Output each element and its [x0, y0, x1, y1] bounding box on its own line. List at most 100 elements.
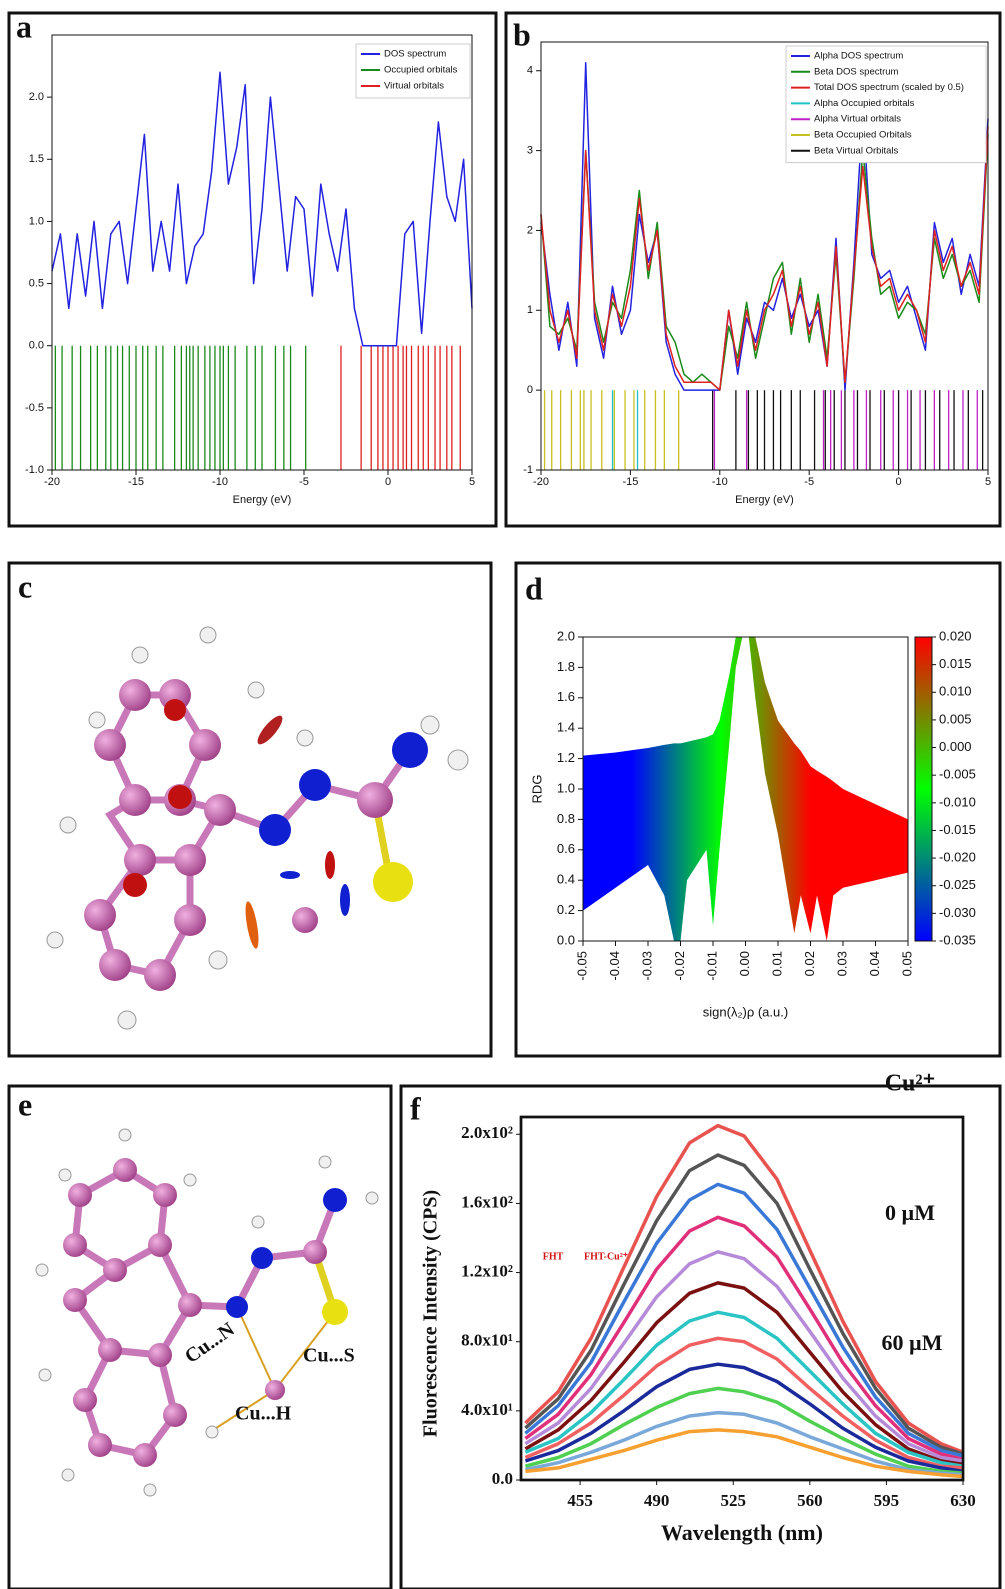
y-tick-label: 4: [527, 65, 533, 77]
colorbar-tick-label: 0.010: [939, 684, 972, 699]
y-tick-label: -0.5: [25, 402, 44, 414]
x-tick-label: 0.04: [867, 951, 882, 976]
x-tick-label: -0.02: [672, 951, 687, 981]
x-tick-label: 455: [567, 1491, 593, 1510]
y-tick-label: 1.6x10²: [461, 1192, 513, 1211]
x-tick-label: 0.02: [802, 951, 817, 976]
x-tick-label: -5: [299, 476, 309, 488]
y-tick-label: 2.0: [29, 91, 44, 103]
y-tick-label: 1.0: [29, 215, 44, 227]
x-tick-label: 490: [644, 1491, 670, 1510]
legend-label: Occupied orbitals: [384, 65, 458, 76]
colorbar-tick-label: -0.030: [939, 905, 976, 920]
y-tick-label: 1.0: [557, 780, 575, 795]
legend-label: DOS spectrum: [384, 49, 446, 60]
colorbar-tick-label: 0.000: [939, 739, 972, 754]
x-tick-label: -0.03: [639, 951, 654, 981]
legend-label: Virtual orbitals: [384, 81, 444, 92]
annotation: 0 µM: [885, 1200, 935, 1225]
x-axis-label: Energy (eV): [233, 494, 292, 506]
colorbar-tick-label: -0.015: [939, 822, 976, 837]
x-tick-label: -20: [44, 476, 60, 488]
x-tick-label: -5: [804, 476, 814, 488]
y-tick-label: 2.0: [557, 628, 575, 643]
panel-letter: f: [410, 1090, 421, 1126]
plot: -20 -15 -10 -5 0 5 -1.0 -0.5 0.0 0.5 1.0 1.5 2.0 Ener…: [25, 35, 475, 506]
x-tick-label: -0.04: [607, 951, 622, 981]
x-tick-label: -10: [212, 476, 228, 488]
y-tick-label: 2.0x10²: [461, 1123, 513, 1142]
x-tick-label: 525: [720, 1491, 746, 1510]
y-tick-label: 1.8: [557, 659, 575, 674]
legend-label: Beta Occupied Orbitals: [814, 130, 912, 141]
x-tick-label: -20: [533, 476, 549, 488]
legend-label: Beta DOS spectrum: [814, 66, 899, 77]
x-tick-label: 595: [874, 1491, 900, 1510]
y-tick-label: 1.6: [557, 689, 575, 704]
inset-label: FHT: [543, 1251, 564, 1262]
legend-label: Total DOS spectrum (scaled by 0.5): [814, 82, 964, 93]
interaction-label: Cu...N: [181, 1318, 239, 1368]
panel-letter: b: [513, 16, 531, 52]
interaction-label: Cu...H: [235, 1403, 292, 1425]
y-axis-label: Fluorescence Intensity (CPS): [420, 1190, 442, 1437]
y-tick-label: 1.2x10²: [461, 1261, 513, 1280]
legend-label: Alpha Virtual orbitals: [814, 114, 901, 125]
x-tick-label: -10: [712, 476, 728, 488]
x-tick-label: 0: [385, 476, 391, 488]
y-tick-label: 8.0x10¹: [461, 1331, 513, 1350]
colorbar-tick-label: -0.005: [939, 767, 976, 782]
plot: -0.05 -0.04 -0.03 -0.02 -0.01 0.00 0.01 0.02 0.0…: [529, 628, 975, 1019]
legend-label: Alpha Occupied orbitals: [814, 98, 915, 109]
plot: 4554905255605956300.04.0x10¹8.0x10¹1.2x1…: [420, 1071, 976, 1546]
panel-letter: e: [18, 1086, 32, 1122]
colorbar-tick-label: -0.035: [939, 932, 976, 947]
y-tick-label: -1: [523, 464, 533, 476]
x-tick-label: -0.01: [704, 951, 719, 981]
y-tick-label: 3: [527, 145, 533, 157]
colorbar-tick-label: -0.020: [939, 850, 976, 865]
molecule-complex: Cu...N Cu...S Cu...H: [36, 1129, 378, 1496]
molecule-rdg: [47, 627, 468, 1029]
y-tick-label: 0.2: [557, 902, 575, 917]
y-tick-label: 0.5: [29, 277, 44, 289]
x-axis-label: Energy (eV): [735, 494, 794, 506]
x-axis-label: sign(λ₂)ρ (a.u.): [703, 1004, 788, 1019]
colorbar-tick-label: 0.015: [939, 656, 972, 671]
y-tick-label: 0.8: [557, 811, 575, 826]
colorbar-tick-label: 0.005: [939, 711, 972, 726]
annotation: Cu²⁺: [885, 1071, 936, 1097]
colorbar: [915, 637, 932, 941]
y-tick-label: 0.0: [29, 340, 44, 352]
x-tick-label: 5: [469, 476, 475, 488]
panel-frame: [9, 563, 491, 1056]
x-tick-label: 0.01: [769, 951, 784, 976]
y-tick-label: 1: [527, 304, 533, 316]
y-tick-label: 0.4: [557, 872, 575, 887]
legend-label: Beta Virtual Orbitals: [814, 145, 899, 156]
panel-letter: a: [16, 8, 32, 44]
panel-letter: d: [525, 570, 543, 606]
y-tick-label: 1.5: [29, 153, 44, 165]
x-tick-label: -0.05: [574, 951, 589, 981]
y-tick-label: 0.0: [557, 932, 575, 947]
colorbar-tick-label: 0.020: [939, 628, 972, 643]
legend-label: Alpha DOS spectrum: [814, 51, 903, 62]
x-tick-label: 0.03: [834, 951, 849, 976]
x-tick-label: 560: [797, 1491, 823, 1510]
x-tick-label: 0.05: [899, 951, 914, 976]
inset-label: FHT-Cu²⁺: [584, 1251, 628, 1262]
interaction-label: Cu...S: [303, 1345, 355, 1367]
x-tick-label: 5: [985, 476, 991, 488]
x-tick-label: -15: [128, 476, 144, 488]
y-tick-label: 4.0x10¹: [461, 1400, 513, 1419]
y-tick-label: 1.2: [557, 750, 575, 765]
x-axis-label: Wavelength (nm): [661, 1520, 823, 1545]
y-tick-label: -1.0: [25, 464, 44, 476]
x-tick-label: 0.00: [737, 951, 752, 976]
colorbar-tick-label: -0.010: [939, 794, 976, 809]
y-tick-label: 0.0: [492, 1469, 513, 1488]
x-tick-label: 0: [896, 476, 902, 488]
figure: a b c d e f Cu...N Cu...S Cu...: [0, 0, 1005, 1589]
